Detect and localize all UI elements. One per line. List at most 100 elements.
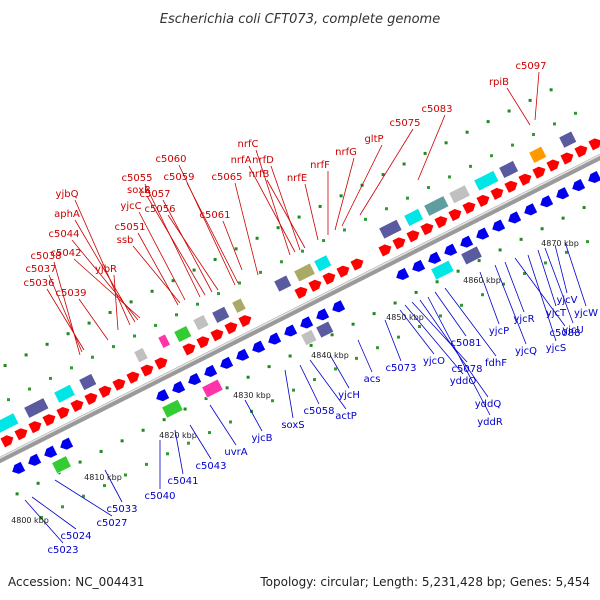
gene-label-bottom: fdhF [485,358,507,369]
leader-line-top [146,195,206,296]
strand-dot [414,290,418,294]
gene-features [0,130,600,475]
gene-label-top: nrfG [335,147,357,158]
strand-dot [213,257,217,261]
strand-dot [255,236,259,240]
leader-line-bottom [357,339,373,373]
gene-block [428,251,442,264]
gene-block [284,324,298,337]
strand-dot [7,398,10,402]
gene-block [476,227,490,240]
leader-line-top [48,274,83,353]
leader-line-top [167,214,219,291]
strand-dot [108,310,112,314]
gene-label-bottom: yjcH [338,390,360,401]
gene-label-top: c5037 [26,264,57,275]
strand-dot [355,356,358,360]
leader-line-bottom [564,241,587,307]
gene-label-bottom: c5058 [304,406,335,417]
strand-dot [87,321,91,325]
gene-label-bottom: yjcR [513,314,534,325]
gene-label-top: nrfD [252,155,274,166]
strand-dot [36,481,40,485]
gene-block [156,389,170,402]
strand-dot [129,300,133,304]
gene-label-bottom: actP [335,411,357,422]
strand-dot [343,228,346,232]
gene-arrow [518,173,532,186]
strand-dot [187,441,190,445]
leader-line-top [138,211,186,301]
gene-label-bottom: c5023 [48,545,79,556]
strand-dot [423,151,427,155]
leader-line-bottom [554,244,568,294]
gene-block [492,219,506,232]
strand-dot [435,280,439,284]
gene-label-bottom: yjcQ [515,346,537,357]
strand-dot [427,186,430,190]
gene-label-bottom: c5027 [97,518,128,529]
strand-dot [586,240,589,244]
gene-block [28,453,42,466]
gene-arrow [546,159,560,172]
gene-block [316,308,330,321]
strand-dot [574,111,577,115]
kbp-tick-label: 4810 kbp [84,473,122,482]
strand-dot [481,293,484,297]
gene-block [508,211,522,224]
gene-label-bottom: c5078 [452,364,483,375]
leader-line-top [266,179,306,249]
gene-block [53,383,76,404]
leader-line-top [234,182,259,276]
strand-dot [486,120,490,124]
strand-dot [528,98,532,102]
leader-line-bottom [444,287,497,357]
strand-dot [372,312,376,316]
strand-dot [66,332,70,336]
kbp-tick-label: 4800 kbp [11,516,49,525]
gene-block [460,235,474,248]
leader-line-bottom [209,404,237,446]
gene-arrow [448,209,462,222]
strand-dot [154,323,157,327]
gene-arrow [336,265,350,278]
gene-block [378,218,403,240]
kbp-ticks: 4800 kbp 4810 kbp 4820 kbp 4830 kbp 4840 kbp… [11,239,579,525]
strand-dot [448,175,451,179]
strand-dot [246,375,250,379]
strand-dot [271,399,274,403]
strand-dot [460,303,463,307]
strand-dot [162,418,166,422]
gene-arrow [140,364,154,377]
label-leaders [24,71,587,544]
gene-arrow [490,187,504,200]
gene-block [220,356,234,369]
gene-block [403,208,424,227]
strand-dot [24,353,28,357]
strand-dots [3,88,589,519]
gene-label-bottom: yjcP [489,326,509,337]
genome-backbone [0,153,600,464]
gene-label-top: ssb [117,235,134,246]
strand-dot [444,141,448,145]
gene-arrow [0,435,14,448]
kbp-tick-label: 4830 kbp [233,391,271,400]
strand-dot [477,259,481,263]
gene-block [51,455,72,475]
gene-label-top: c5038 [31,251,62,262]
gene-arrow [154,357,168,370]
gene-label-bottom: c5024 [61,531,92,542]
strand-dot [196,302,199,306]
gene-label-bottom: c5041 [168,476,199,487]
gene-block [268,332,282,345]
strand-dot [456,269,460,273]
strand-dot [549,88,553,92]
leader-line-bottom [434,291,467,337]
gene-label-top: yjcC [120,201,141,212]
strand-dot [141,428,145,432]
strand-dot [318,204,322,208]
gene-label-top: c5057 [140,189,171,200]
leader-line-bottom [537,249,557,307]
gene-arrow [42,414,56,427]
genome-stats-text: Topology: circular; Length: 5,231,428 bp… [259,575,590,589]
